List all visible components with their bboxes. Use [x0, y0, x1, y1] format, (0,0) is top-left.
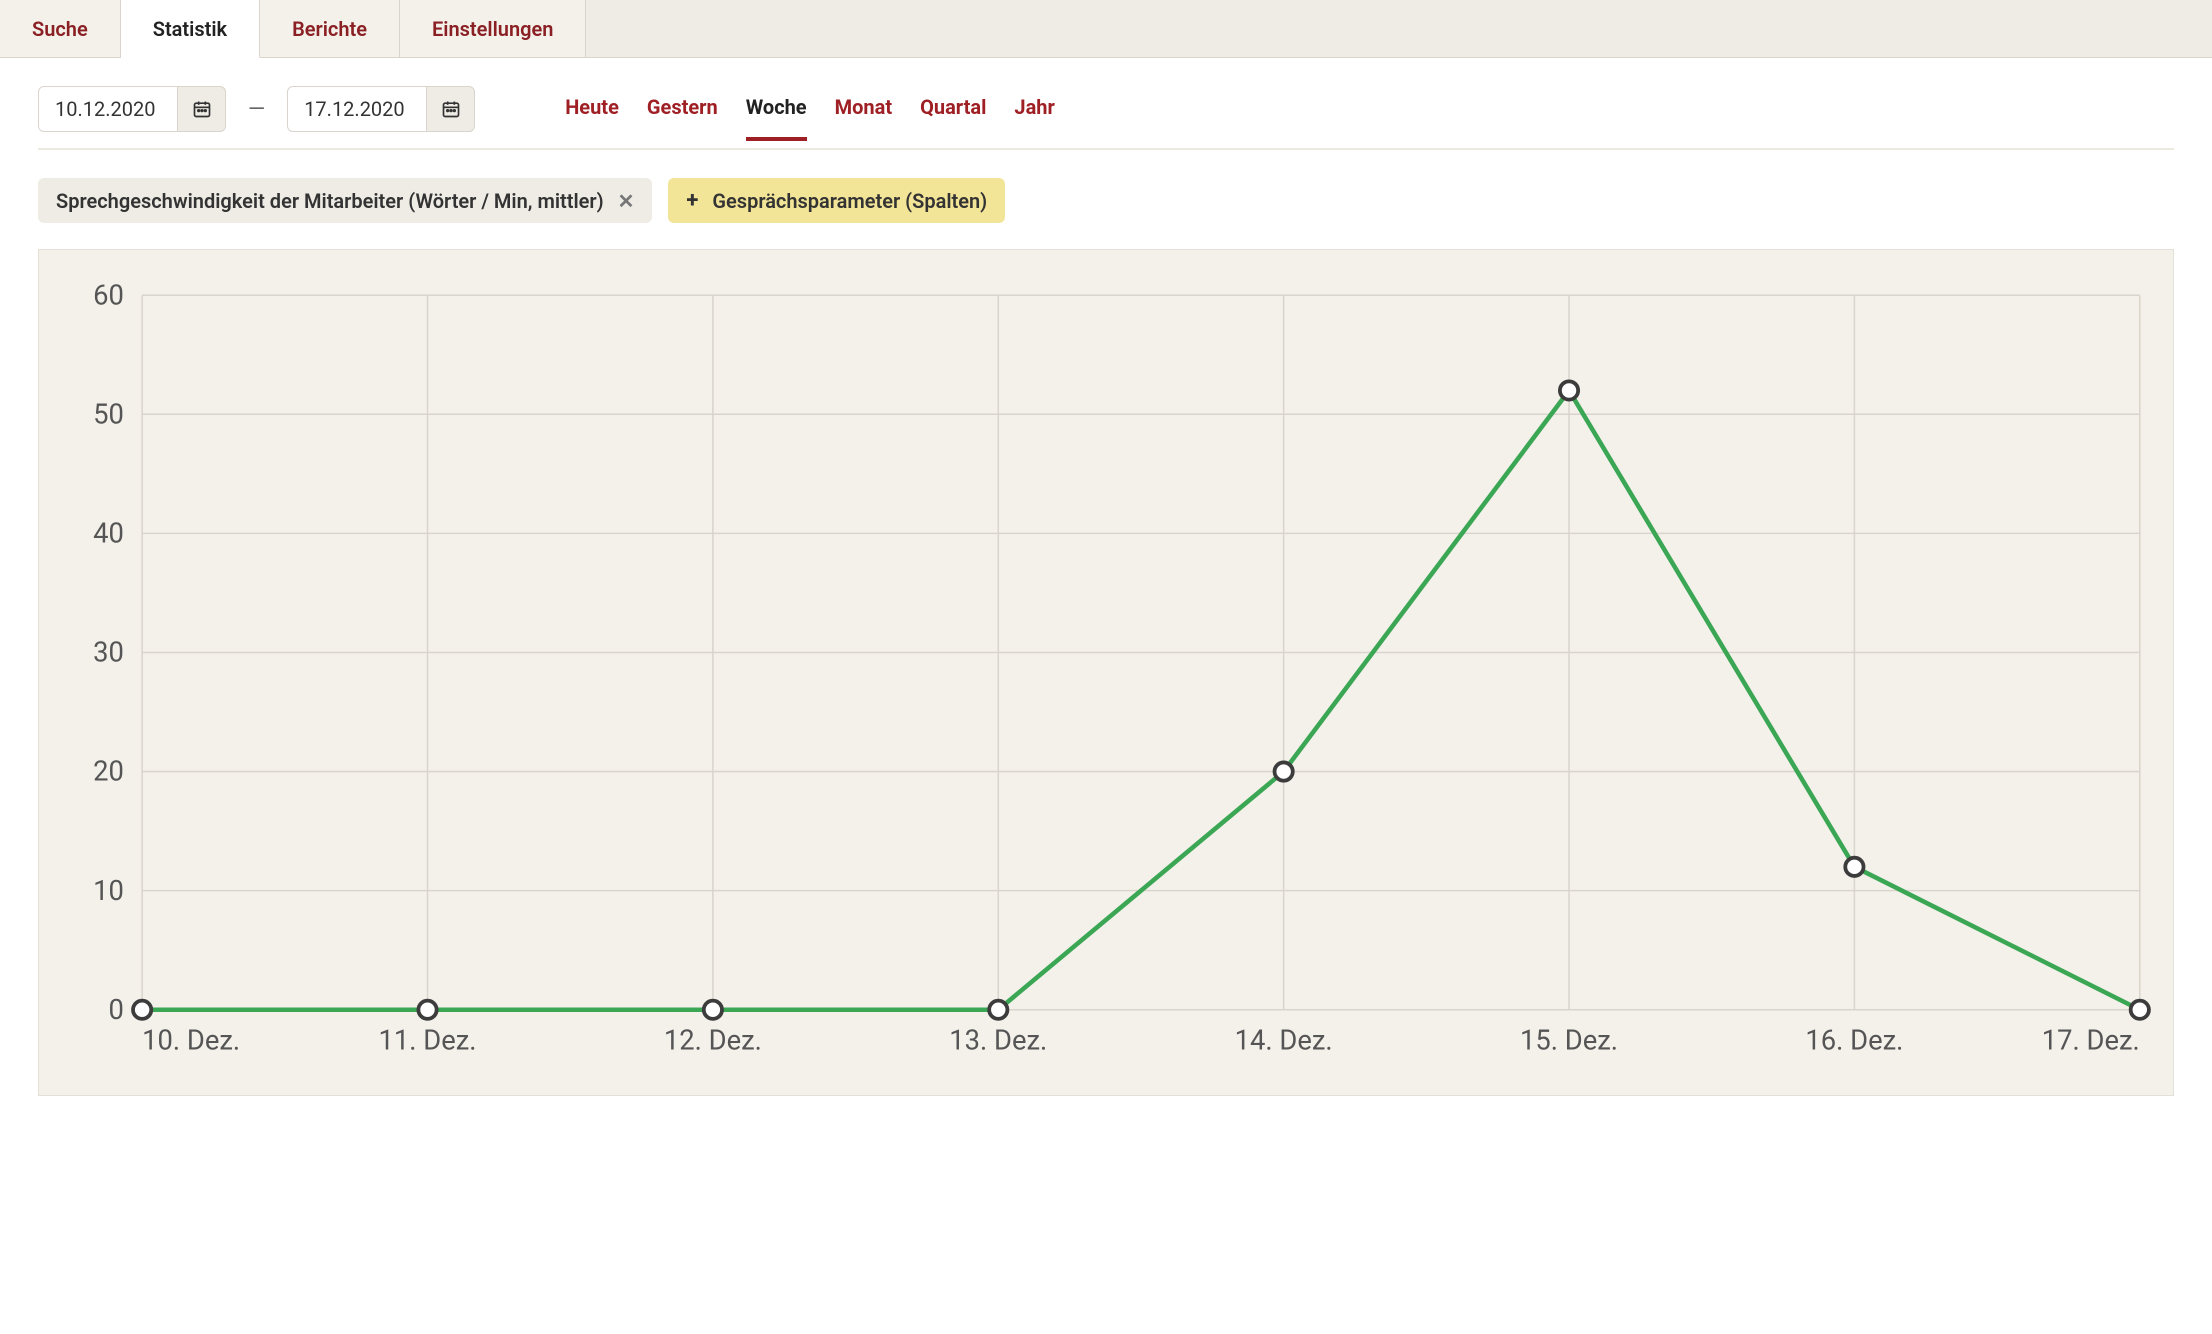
date-to-group [287, 86, 475, 132]
tabs-bar: Suche Statistik Berichte Einstellungen [0, 0, 2212, 58]
date-to-calendar-button[interactable] [427, 86, 475, 132]
add-parameter-chip[interactable]: + Gesprächsparameter (Spalten) [668, 178, 1005, 223]
tab-label: Einstellungen [432, 17, 553, 41]
calendar-icon [441, 99, 461, 119]
period-label: Gestern [647, 95, 718, 119]
content-area: — Heute Gestern Woche Monat Quartal Jahr… [0, 58, 2212, 1096]
date-range-separator: — [248, 97, 265, 122]
period-heute[interactable]: Heute [565, 95, 619, 141]
period-selector: Heute Gestern Woche Monat Quartal Jahr [565, 95, 1055, 123]
controls-row: — Heute Gestern Woche Monat Quartal Jahr [38, 86, 2174, 150]
tab-statistik[interactable]: Statistik [121, 0, 260, 58]
date-from-calendar-button[interactable] [178, 86, 226, 132]
line-chart: 0 10 20 30 40 50 60 10. Dez. 11. Dez. 12. Dez. 13.… [57, 280, 2155, 1071]
filter-chip-remove-icon[interactable]: ✕ [618, 191, 635, 211]
svg-text:40: 40 [93, 518, 124, 550]
tab-suche[interactable]: Suche [0, 0, 121, 57]
tab-label: Statistik [153, 17, 227, 41]
period-monat[interactable]: Monat [835, 95, 892, 141]
tab-label: Suche [32, 17, 88, 41]
plus-icon: + [686, 188, 698, 213]
period-label: Heute [565, 95, 619, 119]
svg-text:20: 20 [93, 756, 124, 788]
svg-text:11. Dez.: 11. Dez. [379, 1024, 477, 1056]
svg-text:14. Dez.: 14. Dez. [1235, 1024, 1333, 1056]
tab-label: Berichte [292, 17, 367, 41]
date-from-group [38, 86, 226, 132]
date-to-input[interactable] [287, 86, 427, 132]
svg-text:15. Dez.: 15. Dez. [1520, 1024, 1618, 1056]
chart-panel: 0 10 20 30 40 50 60 10. Dez. 11. Dez. 12. Dez. 13.… [38, 249, 2174, 1096]
svg-text:30: 30 [93, 637, 124, 669]
svg-text:60: 60 [93, 280, 124, 311]
svg-text:0: 0 [109, 994, 124, 1026]
filter-chip-label: Sprechgeschwindigkeit der Mitarbeiter (W… [56, 189, 604, 213]
period-woche[interactable]: Woche [746, 95, 807, 141]
period-label: Jahr [1014, 95, 1054, 119]
tab-einstellungen[interactable]: Einstellungen [400, 0, 586, 57]
svg-text:16. Dez.: 16. Dez. [1805, 1024, 1903, 1056]
date-from-input[interactable] [38, 86, 178, 132]
svg-text:17. Dez.: 17. Dez. [2042, 1024, 2140, 1056]
filter-chip[interactable]: Sprechgeschwindigkeit der Mitarbeiter (W… [38, 178, 652, 223]
tab-berichte[interactable]: Berichte [260, 0, 400, 57]
calendar-icon [192, 99, 212, 119]
svg-text:10: 10 [93, 875, 124, 907]
period-label: Quartal [920, 95, 986, 119]
svg-text:12. Dez.: 12. Dez. [664, 1024, 762, 1056]
period-label: Monat [835, 95, 892, 119]
svg-text:13. Dez.: 13. Dez. [949, 1024, 1047, 1056]
period-gestern[interactable]: Gestern [647, 95, 718, 141]
period-label: Woche [746, 95, 807, 119]
period-quartal[interactable]: Quartal [920, 95, 986, 141]
add-parameter-chip-label: Gesprächsparameter (Spalten) [712, 189, 987, 213]
svg-text:50: 50 [93, 398, 124, 430]
svg-text:10. Dez.: 10. Dez. [142, 1024, 240, 1056]
period-jahr[interactable]: Jahr [1014, 95, 1054, 141]
chips-row: Sprechgeschwindigkeit der Mitarbeiter (W… [38, 178, 2174, 223]
